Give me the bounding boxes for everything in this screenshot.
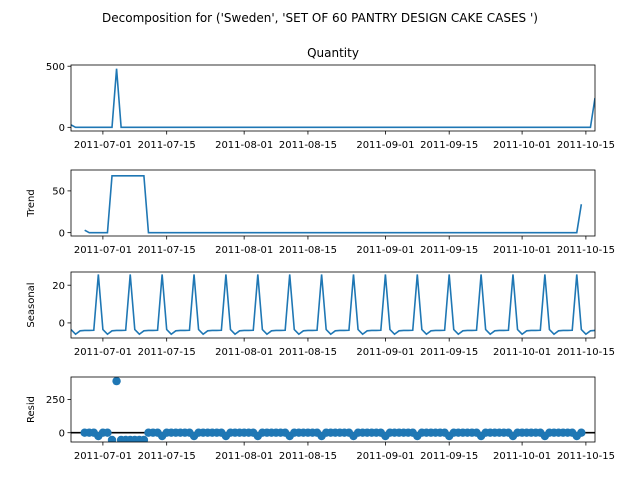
axes-frame — [70, 64, 596, 132]
x-tick-label: 2011-09-15 — [420, 245, 478, 256]
x-tick-label: 2011-09-01 — [356, 347, 414, 358]
x-tick-label: 2011-07-01 — [74, 451, 132, 462]
x-tick-label: 2011-10-15 — [557, 245, 615, 256]
y-tick-label: 0 — [59, 428, 65, 439]
axes-frame — [70, 271, 596, 339]
panel-seasonal: 0 20 2011-07-01 2011-07-15 2011-08-01 2011-08… — [26, 271, 615, 358]
x-tick-label: 2011-08-15 — [279, 451, 337, 462]
x-tick-label: 2011-08-15 — [279, 347, 337, 358]
panel-title: Quantity — [307, 46, 359, 60]
x-tick-label: 2011-09-01 — [356, 245, 414, 256]
axes-frame — [70, 376, 596, 443]
x-tick-label: 2011-07-15 — [138, 451, 196, 462]
x-tick-label: 2011-10-15 — [557, 140, 615, 151]
x-tick-label: 2011-07-15 — [138, 347, 196, 358]
x-tick-label: 2011-10-01 — [493, 245, 551, 256]
resid-point — [107, 435, 117, 442]
panel-resid: 0 250 2011-07-01 2011-07-15 2011-08-01 2011-0… — [26, 376, 615, 462]
resid-point — [112, 377, 121, 386]
x-tick-label: 2011-07-01 — [74, 245, 132, 256]
axes-frame — [70, 169, 596, 237]
x-tick-label: 2011-07-01 — [74, 347, 132, 358]
panel-trend: 0 50 2011-07-01 2011-07-15 2011-08-01 2011-08… — [26, 169, 615, 256]
observed-series-line — [71, 68, 595, 129]
x-tick-label: 2011-08-01 — [215, 347, 273, 358]
y-tick-label: 500 — [46, 62, 65, 73]
panel-observed: 0 500 2011-07-01 2011-07-15 2011-08-01 2011-0… — [46, 46, 615, 151]
x-tick-label: 2011-10-01 — [493, 140, 551, 151]
x-tick-label: 2011-07-15 — [138, 245, 196, 256]
x-tick-label: 2011-09-15 — [420, 140, 478, 151]
resid-point — [103, 428, 112, 437]
x-tick-label: 2011-10-01 — [493, 451, 551, 462]
x-tick-label: 2011-09-15 — [420, 347, 478, 358]
seasonal-series-line — [71, 274, 595, 336]
x-tick-label: 2011-08-15 — [279, 245, 337, 256]
y-axis-label: Resid — [26, 396, 37, 423]
x-tick-label: 2011-08-01 — [215, 451, 273, 462]
x-tick-label: 2011-09-01 — [356, 140, 414, 151]
x-tick-label: 2011-09-01 — [356, 451, 414, 462]
x-tick-label: 2011-09-15 — [420, 451, 478, 462]
x-tick-label: 2011-07-15 — [138, 140, 196, 151]
y-tick-label: 50 — [52, 186, 65, 197]
figure-suptitle: Decomposition for ('Sweden', 'SET OF 60 … — [102, 11, 538, 25]
x-tick-label: 2011-10-01 — [493, 347, 551, 358]
resid-point — [139, 435, 149, 442]
y-axis-label: Trend — [26, 189, 37, 217]
y-tick-label: 0 — [59, 228, 65, 239]
y-tick-label: 250 — [46, 395, 65, 406]
y-tick-label: 20 — [52, 281, 65, 292]
y-tick-label: 0 — [59, 123, 65, 134]
resid-point — [577, 428, 586, 437]
trend-series-line — [84, 175, 583, 234]
x-tick-label: 2011-08-15 — [279, 140, 337, 151]
x-tick-label: 2011-10-15 — [557, 451, 615, 462]
x-tick-label: 2011-08-01 — [215, 140, 273, 151]
x-tick-label: 2011-10-15 — [557, 347, 615, 358]
y-axis-label: Seasonal — [26, 282, 37, 327]
x-tick-label: 2011-07-01 — [74, 140, 132, 151]
x-tick-label: 2011-08-01 — [215, 245, 273, 256]
y-tick-label: 0 — [59, 319, 65, 330]
